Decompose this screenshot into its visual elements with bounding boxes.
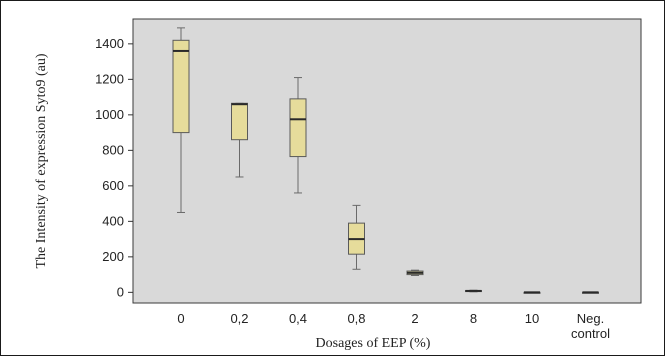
x-tick-label: 10 (525, 311, 539, 326)
x-tick-label: 0,2 (230, 311, 248, 326)
x-tick-label: 0,8 (347, 311, 365, 326)
x-tick-label: 0 (177, 311, 184, 326)
x-tick-label: Neg. (577, 311, 604, 326)
y-tick-label: 0 (117, 284, 124, 299)
plot-area (132, 18, 642, 304)
y-tick-label: 200 (102, 249, 124, 264)
y-tick-label: 600 (102, 178, 124, 193)
box-iqr (172, 39, 190, 134)
x-tick-label: 0,4 (289, 311, 307, 326)
y-tick-label: 1400 (95, 36, 124, 51)
y-axis-title: The Intensity of expression Syto9 (au) (34, 53, 49, 268)
box-iqr (231, 102, 248, 141)
x-tick-label-line2: control (571, 326, 610, 341)
y-tick-label: 1000 (95, 107, 124, 122)
x-tick-label: 8 (470, 311, 477, 326)
y-tick-label: 800 (102, 142, 124, 157)
x-tick-label: 2 (411, 311, 418, 326)
y-tick-label: 400 (102, 213, 124, 228)
box-iqr (289, 98, 307, 158)
x-axis-title: Dosages of EEP (%) (316, 336, 431, 351)
y-tick-label: 1200 (95, 71, 124, 86)
